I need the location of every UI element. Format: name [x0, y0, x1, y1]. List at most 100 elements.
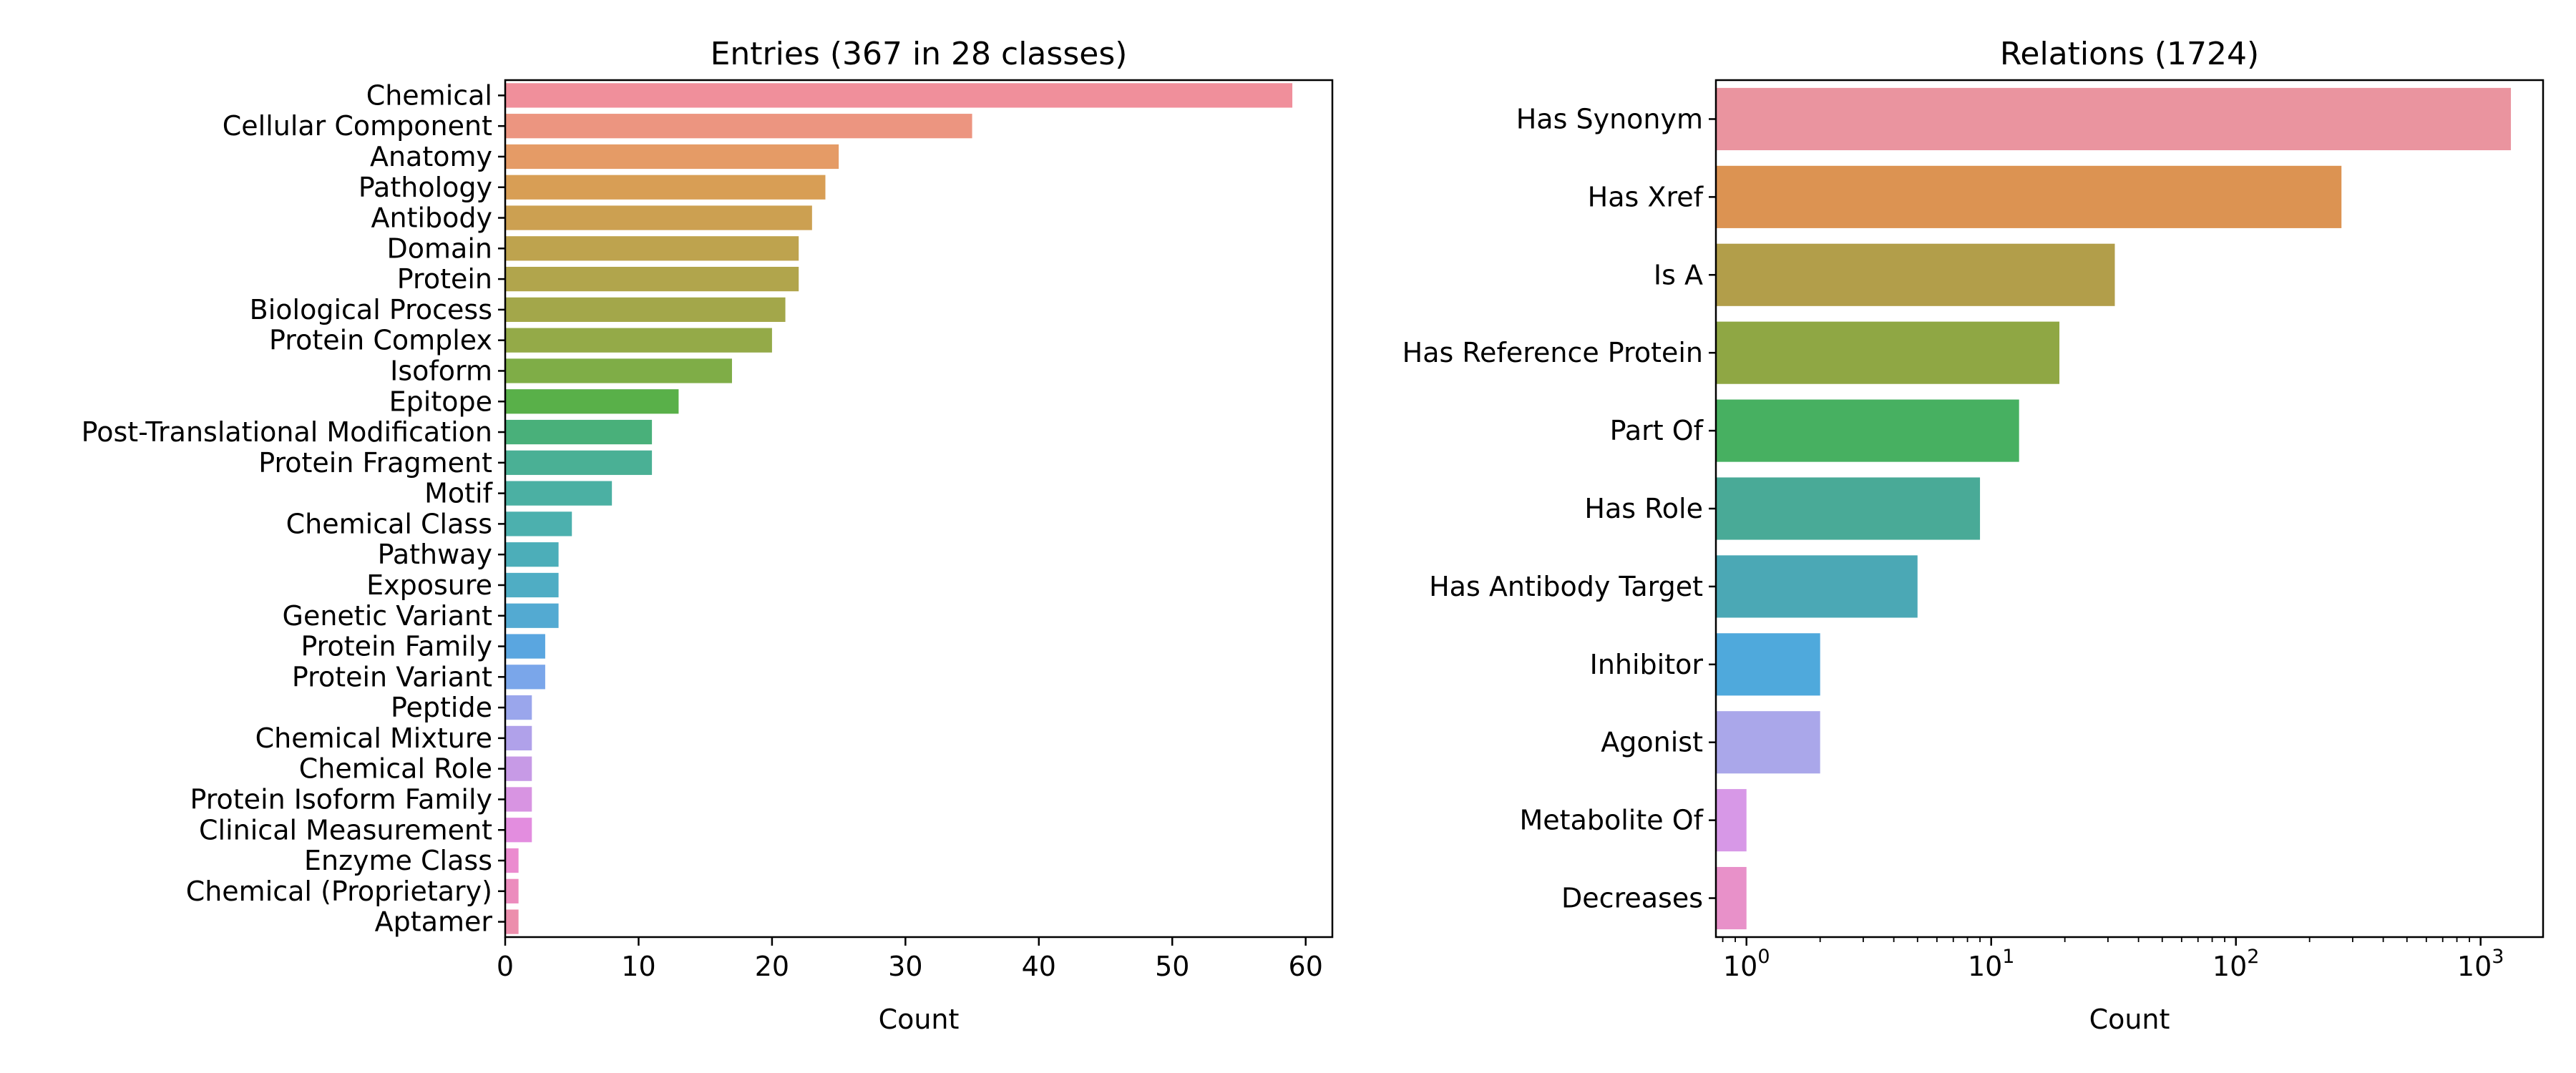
left-category-label: Peptide	[391, 692, 492, 723]
right-category-label: Has Xref	[1588, 181, 1704, 212]
left-bar-20	[505, 695, 532, 720]
relations-x-ticks: 100 101 102 103	[1722, 937, 2504, 982]
left-bar-10	[505, 389, 679, 414]
left-bar-16	[505, 572, 559, 598]
right-bar-4	[1716, 399, 2019, 462]
relations-x-axis-label: Count	[2089, 1004, 2170, 1035]
left-bar-23	[505, 787, 532, 812]
left-category-label: Pathology	[358, 172, 492, 203]
left-bar-22	[505, 756, 532, 781]
left-category-label: Aptamer	[375, 906, 493, 938]
left-bar-26	[505, 878, 519, 903]
left-bar-12	[505, 450, 653, 475]
entries-plot-frame	[504, 79, 1334, 939]
right-bar-7	[1716, 633, 1820, 696]
left-x-tick-label: 20	[755, 951, 789, 982]
right-category-label: Part Of	[1610, 415, 1704, 446]
left-bar-1	[505, 114, 972, 139]
entries-x-axis-label: Count	[879, 1004, 960, 1035]
left-category-label: Chemical Class	[286, 508, 492, 539]
right-category-label: Is A	[1654, 259, 1703, 290]
left-category-label: Protein Variant	[292, 661, 492, 692]
left-bar-18	[505, 634, 545, 659]
right-bar-6	[1716, 555, 1918, 618]
left-category-label: Antibody	[371, 202, 492, 234]
left-category-label: Biological Process	[250, 294, 492, 325]
left-bar-15	[505, 542, 559, 567]
left-bar-27	[505, 909, 519, 934]
left-category-label: Cellular Component	[223, 110, 492, 142]
entries-bars	[505, 83, 1293, 934]
right-bar-9	[1716, 789, 1747, 852]
relations-chart-title: Relations (1724)	[2000, 36, 2259, 72]
right-category-label: Inhibitor	[1590, 649, 1704, 680]
left-bar-3	[505, 175, 826, 200]
right-category-label: Has Antibody Target	[1429, 571, 1703, 602]
left-bar-14	[505, 511, 572, 536]
left-bar-7	[505, 297, 786, 323]
left-category-label: Chemical Mixture	[255, 722, 492, 754]
left-bar-21	[505, 725, 532, 751]
left-bar-0	[505, 83, 1293, 108]
right-category-label: Decreases	[1561, 883, 1703, 914]
entries-chart-title: Entries (367 in 28 classes)	[711, 36, 1128, 72]
left-bar-24	[505, 818, 532, 843]
left-x-tick-label: 0	[497, 951, 514, 982]
entries-x-ticks: 0 10 20 30 40 50 60	[497, 937, 1323, 982]
relations-chart: Relations (1724) Count Has Synonym Has Xr…	[1402, 36, 2545, 1035]
left-category-label: Enzyme Class	[304, 845, 492, 876]
right-category-label: Has Reference Protein	[1402, 337, 1703, 368]
left-category-label: Domain	[387, 232, 492, 264]
entries-chart: Entries (367 in 28 classes) Count Chemic…	[82, 36, 1334, 1035]
left-bar-2	[505, 144, 839, 170]
left-x-tick-label: 60	[1289, 951, 1323, 982]
left-category-label: Protein Family	[301, 631, 492, 662]
left-bar-5	[505, 236, 799, 261]
left-category-label: Chemical Role	[299, 753, 492, 785]
left-category-label: Genetic Variant	[283, 600, 493, 632]
left-category-label: Motif	[424, 478, 493, 509]
left-bar-11	[505, 419, 653, 445]
left-category-label: Isoform	[390, 355, 492, 386]
left-x-tick-label: 10	[621, 951, 655, 982]
right-bar-2	[1716, 243, 2115, 306]
left-category-label: Exposure	[366, 569, 492, 601]
left-category-label: Post-Translational Modification	[82, 416, 492, 448]
relations-bars	[1716, 87, 2512, 930]
left-category-label: Pathway	[378, 539, 492, 570]
left-bar-19	[505, 665, 545, 690]
left-bar-13	[505, 481, 613, 506]
relations-category-labels: Has Synonym Has Xref Is A Has Reference Pro…	[1402, 103, 1716, 914]
left-category-label: Protein Complex	[269, 325, 492, 356]
right-bar-1	[1716, 165, 2342, 228]
right-bar-10	[1716, 866, 1747, 930]
right-bar-0	[1716, 87, 2512, 151]
relations-plot-frame	[1714, 79, 2545, 939]
left-bar-9	[505, 358, 732, 383]
left-bar-6	[505, 266, 799, 292]
left-x-tick-label: 30	[888, 951, 922, 982]
left-x-tick-label: 50	[1155, 951, 1189, 982]
right-category-label: Metabolite Of	[1520, 805, 1704, 836]
left-category-label: Chemical	[366, 79, 492, 111]
left-category-label: Anatomy	[370, 141, 492, 172]
right-category-label: Has Role	[1584, 493, 1703, 524]
right-category-label: Agonist	[1601, 727, 1703, 758]
left-bar-8	[505, 328, 772, 353]
left-category-label: Chemical (Proprietary)	[186, 876, 492, 907]
right-category-label: Has Synonym	[1516, 103, 1703, 134]
left-category-label: Clinical Measurement	[199, 814, 492, 846]
left-bar-25	[505, 848, 519, 873]
right-x-tick-label: 103	[2457, 946, 2504, 982]
left-category-label: Protein Isoform Family	[190, 783, 493, 815]
left-x-tick-label: 40	[1022, 951, 1056, 982]
left-bar-4	[505, 205, 812, 230]
right-x-tick-label: 102	[2212, 946, 2260, 982]
right-x-tick-label: 100	[1723, 946, 1770, 982]
left-bar-17	[505, 603, 559, 628]
left-category-label: Epitope	[389, 386, 492, 417]
right-bar-8	[1716, 711, 1820, 774]
left-category-label: Protein	[397, 263, 492, 295]
right-bar-3	[1716, 321, 2060, 384]
